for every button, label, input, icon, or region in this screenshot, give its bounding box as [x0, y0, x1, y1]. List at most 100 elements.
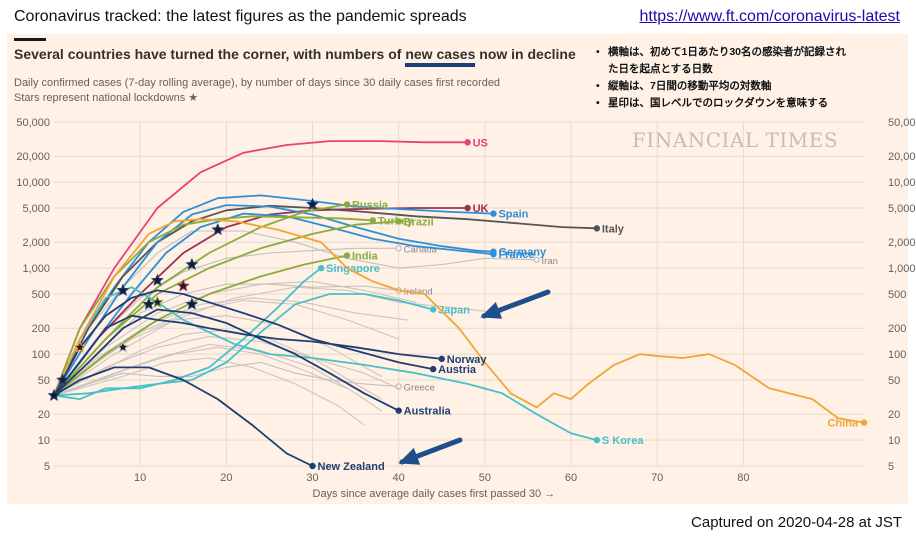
- y-tick-label-right: 200: [888, 323, 906, 335]
- series-label: Ireland: [404, 286, 433, 297]
- series-label: S Korea: [602, 435, 644, 447]
- series-end-marker: [429, 365, 437, 373]
- lockdown-star: [150, 295, 164, 308]
- chart-title: Several countries have turned the corner…: [14, 46, 576, 67]
- y-tick-label-right: 5: [888, 461, 894, 473]
- y-tick-label-right: 50: [888, 375, 900, 387]
- x-tick-label: 60: [565, 472, 577, 484]
- x-tick-label: 50: [479, 472, 491, 484]
- series-label: Iran: [542, 256, 558, 267]
- series-label: Austria: [438, 364, 477, 376]
- series-line-new-zealand: [53, 366, 314, 467]
- y-tick-label-right: 5,000: [888, 203, 916, 215]
- series-end-marker: [395, 245, 402, 252]
- note-item: 縦軸は、7日間の移動平均の対数軸: [596, 78, 846, 95]
- chart-title-after: now in decline: [475, 46, 576, 62]
- x-tick-label: 30: [306, 472, 318, 484]
- y-tick-label-left: 50: [38, 375, 50, 387]
- series-line-italy: [53, 204, 598, 397]
- series-label: Italy: [602, 223, 625, 235]
- y-tick-label-left: 10: [38, 435, 50, 447]
- series-label: China: [827, 418, 858, 430]
- series-label: Germany: [498, 247, 547, 259]
- lockdown-star: [142, 297, 156, 310]
- y-tick-label-right: 10,000: [888, 177, 916, 189]
- y-tick-label-right: 10: [888, 435, 900, 447]
- y-tick-label-left: 1,000: [22, 263, 50, 275]
- y-tick-label-right: 50,000: [888, 117, 916, 129]
- series-label: France: [498, 249, 534, 261]
- lockdown-star: [47, 388, 61, 402]
- y-tick-label-right: 2,000: [888, 237, 916, 249]
- series-line-greece: [53, 361, 400, 397]
- lockdown-star: [73, 340, 87, 353]
- series-label: Canada: [404, 244, 438, 255]
- annotation-arrow-head: [480, 302, 503, 319]
- page-heading: Coronavirus tracked: the latest figures …: [14, 8, 467, 25]
- x-tick-label: 80: [737, 472, 749, 484]
- lockdown-star: [176, 279, 190, 292]
- lockdown-star: [56, 373, 70, 386]
- y-tick-label-right: 20,000: [888, 151, 916, 163]
- series-line-india: [53, 254, 348, 397]
- title-rule: [14, 38, 46, 41]
- series-line-austria: [53, 289, 434, 397]
- x-tick-label: 20: [220, 472, 232, 484]
- series-label: US: [473, 137, 488, 149]
- series-line: [53, 343, 382, 412]
- y-tick-label-left: 10,000: [16, 177, 50, 189]
- y-tick-label-right: 100: [888, 349, 906, 361]
- subtitle-line-1: Daily confirmed cases (7-day rolling ave…: [14, 77, 501, 89]
- series-line: [53, 336, 400, 397]
- series-label: UK: [473, 203, 489, 215]
- series-line: [53, 346, 348, 397]
- note-item: 星印は、国レベルでのロックダウンを意味する: [596, 95, 846, 112]
- series-label: India: [352, 251, 379, 263]
- y-tick-label-left: 100: [32, 349, 50, 361]
- series-line-australia: [53, 308, 400, 412]
- x-tick-label: 70: [651, 472, 663, 484]
- x-axis-label: Days since average daily cases first pas…: [313, 488, 556, 500]
- y-tick-label-left: 5: [44, 461, 50, 473]
- series-label: Greece: [404, 383, 435, 394]
- lockdown-star: [116, 283, 130, 296]
- series-label: Japan: [438, 305, 470, 317]
- chart-panel: [7, 34, 908, 504]
- series-line: [53, 286, 503, 397]
- source-link[interactable]: https://www.ft.com/coronavirus-latest: [639, 8, 900, 25]
- notes-list: 横軸は、初めて1日あたり30名の感染者が記録され た日を起点とする日数 縦軸は、…: [596, 44, 846, 112]
- series-line-norway: [53, 314, 443, 397]
- y-tick-label-right: 1,000: [888, 263, 916, 275]
- lockdown-star: [211, 222, 225, 236]
- lockdown-star: [116, 340, 130, 353]
- series-line: [53, 357, 365, 426]
- series-end-marker: [464, 139, 471, 146]
- series-end-marker: [593, 225, 601, 232]
- note-item: 横軸は、初めて1日あたり30名の感染者が記録され: [596, 44, 846, 61]
- series-line: [53, 280, 417, 397]
- chart-subtitle: Daily confirmed cases (7-day rolling ave…: [14, 76, 500, 106]
- y-tick-label-left: 50,000: [16, 117, 50, 129]
- x-tick-label: 40: [393, 472, 405, 484]
- series-end-marker: [395, 407, 402, 414]
- y-tick-label-right: 500: [888, 289, 906, 301]
- series-label: New Zealand: [318, 461, 385, 473]
- series-end-marker: [309, 462, 316, 470]
- series-label: Brazil: [404, 216, 434, 228]
- series-end-marker: [533, 256, 540, 263]
- y-tick-label-left: 5,000: [22, 203, 50, 215]
- series-label: Australia: [404, 406, 452, 418]
- series-end-marker: [369, 217, 377, 224]
- lockdown-star: [185, 257, 199, 271]
- series-end-marker: [490, 210, 497, 217]
- lockdown-star: [306, 197, 319, 210]
- series-label: Russia: [352, 199, 389, 211]
- series-end-marker: [343, 201, 351, 208]
- series-line-brazil: [53, 220, 400, 397]
- series-label: Spain: [498, 209, 528, 221]
- series-label: Singapore: [326, 263, 380, 275]
- chart-title-before: Several countries have turned the corner…: [14, 46, 406, 62]
- note-item-continued: た日を起点とする日数: [608, 63, 713, 75]
- series-line-china: [53, 218, 865, 424]
